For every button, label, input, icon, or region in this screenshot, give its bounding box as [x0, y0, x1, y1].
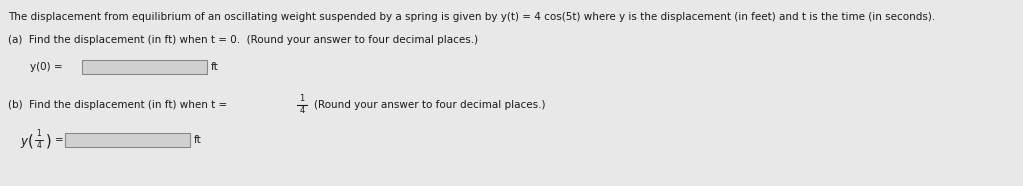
Text: 4: 4: [37, 141, 42, 150]
Text: The displacement from equilibrium of an oscillating weight suspended by a spring: The displacement from equilibrium of an …: [8, 12, 935, 22]
Text: (a)  Find the displacement (in ft) when t = 0.  (Round your answer to four decim: (a) Find the displacement (in ft) when t…: [8, 35, 478, 45]
Text: 1: 1: [37, 129, 41, 138]
Text: =: =: [55, 135, 63, 145]
Text: (Round your answer to four decimal places.): (Round your answer to four decimal place…: [314, 100, 545, 110]
Text: 1: 1: [300, 94, 305, 103]
Text: 4: 4: [300, 106, 305, 115]
Text: y: y: [20, 135, 27, 148]
Text: ft: ft: [194, 135, 202, 145]
FancyBboxPatch shape: [65, 133, 190, 147]
Text: ft: ft: [211, 62, 219, 72]
FancyBboxPatch shape: [82, 60, 207, 74]
Text: y(0) =: y(0) =: [30, 62, 62, 72]
Text: ): ): [46, 134, 51, 149]
Text: (b)  Find the displacement (in ft) when t =: (b) Find the displacement (in ft) when t…: [8, 100, 227, 110]
Text: (: (: [28, 134, 34, 149]
